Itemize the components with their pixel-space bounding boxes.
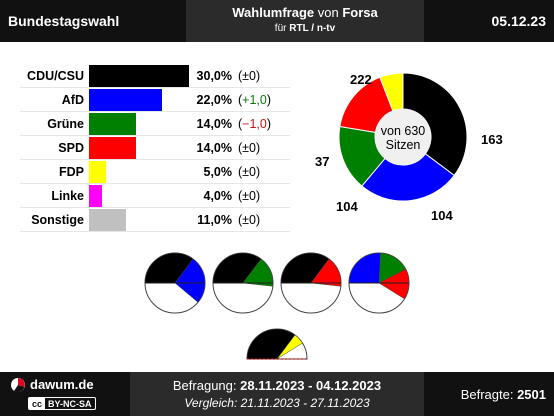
seat-label-afd: 163	[481, 132, 503, 147]
coalition-segment	[310, 258, 342, 287]
footer-bar: dawum.de cc BY-NC-SA Befragung: 28.11.20…	[0, 372, 554, 416]
poll-date: 05.12.23	[424, 0, 554, 42]
party-name: SPD	[58, 141, 84, 155]
dawum-logo-icon	[11, 378, 25, 393]
poll-media: RTL / n-tv	[289, 23, 336, 34]
poll-title-prefix: Wahlumfrage	[232, 5, 315, 20]
party-row: Sonstige 11,0% (±0)	[20, 208, 290, 232]
party-row: FDP 5,0% (±0)	[20, 160, 290, 184]
party-percent: 30,0%	[196, 69, 232, 83]
coalition-segment	[276, 334, 303, 360]
coalition-pie-cdu-gruene	[212, 252, 274, 314]
coalition-pie-cdu-spd	[280, 252, 342, 314]
party-name: Grüne	[47, 117, 84, 131]
party-name: CDU/CSU	[27, 69, 84, 83]
party-row: Grüne 14,0% (−1,0)	[20, 112, 290, 136]
footer-brand-block: dawum.de cc BY-NC-SA	[0, 372, 130, 416]
party-percent: 14,0%	[196, 141, 232, 155]
party-percent: 11,0%	[197, 213, 232, 227]
seat-label-gruene: 104	[431, 208, 453, 223]
party-change-value: ±0	[242, 165, 256, 179]
respondents-value: 2501	[517, 386, 546, 402]
coalition-segment	[280, 252, 330, 284]
party-change: (+1,0)	[238, 93, 272, 107]
party-change: (−1,0)	[238, 117, 272, 131]
party-name: Sonstige	[31, 213, 84, 227]
coalition-pie-afd-gruene-spd	[348, 252, 410, 314]
compare-period: Vergleich: 21.11.2023 - 27.11.2023	[130, 396, 424, 410]
survey-period: Befragung: 28.11.2023 - 04.12.2023	[130, 378, 424, 393]
compare-label: Vergleich:	[184, 396, 238, 410]
party-change: (±0)	[238, 213, 261, 227]
party-bar	[89, 113, 136, 135]
poll-institute: Forsa	[342, 5, 378, 20]
compare-range: 21.11.2023 - 27.11.2023	[240, 396, 370, 410]
party-name: FDP	[59, 165, 84, 179]
poll-subtitle-prefix: für	[274, 23, 287, 34]
respondents: Befragte: 2501	[424, 372, 554, 416]
coalition-segment	[144, 252, 194, 284]
poll-subtitle: für RTL / n-tv	[186, 23, 424, 34]
survey-label: Befragung:	[172, 378, 237, 393]
party-row: CDU/CSU 30,0% (±0)	[20, 64, 290, 88]
party-row: Linke 4,0% (±0)	[20, 184, 290, 208]
party-bar	[89, 161, 106, 183]
poll-title-mid: von	[317, 5, 339, 20]
seat-donut-center	[375, 109, 431, 165]
party-percent: 14,0%	[196, 117, 232, 131]
coalition-pie-cdu-fdp	[246, 328, 308, 360]
seat-distribution-chart: von 630 Sitzen 222 163 104 104 37	[315, 62, 530, 232]
coalition-pie-cdu-afd	[144, 252, 206, 314]
seat-label-spd: 104	[336, 199, 358, 214]
seat-label-fdp: 37	[315, 154, 330, 169]
party-change-value: −1,0	[242, 117, 267, 131]
poll-title: Wahlumfrage von Forsa	[186, 5, 424, 20]
license-badge[interactable]: cc BY-NC-SA	[28, 397, 96, 410]
brand-name[interactable]: dawum.de	[30, 377, 94, 392]
election-title: Bundestagswahl	[0, 0, 186, 42]
header-bar: Bundestagswahl Wahlumfrage von Forsa für…	[0, 0, 554, 42]
party-percent: 4,0%	[203, 189, 233, 203]
seat-label-cdu: 222	[350, 72, 372, 87]
party-row: AfD 22,0% (+1,0)	[20, 88, 290, 112]
party-bar	[89, 209, 126, 231]
coalition-segment	[242, 258, 274, 287]
coalition-segment	[212, 252, 262, 284]
respondents-label: Befragte:	[460, 386, 514, 402]
party-change-value: +1,0	[242, 93, 267, 107]
coalition-segment	[174, 258, 206, 303]
party-change-value: ±0	[242, 189, 256, 203]
party-percent: 5,0%	[203, 165, 233, 179]
license-text: BY-NC-SA	[48, 398, 92, 409]
seat-center-line2: Sitzen	[386, 138, 421, 152]
poll-title-block: Wahlumfrage von Forsa für RTL / n-tv	[186, 0, 424, 42]
survey-range: 28.11.2023 - 04.12.2023	[240, 378, 382, 393]
party-row: SPD 14,0% (±0)	[20, 136, 290, 160]
coalition-segment	[348, 252, 381, 284]
party-change: (±0)	[238, 69, 261, 83]
party-name: AfD	[61, 93, 84, 107]
party-bar	[89, 89, 163, 111]
party-results-chart: CDU/CSU 30,0% (±0) AfD 22,0% (+1,0) Grüne 14,0%…	[20, 64, 290, 232]
party-change: (±0)	[238, 141, 261, 155]
party-name: Linke	[51, 189, 84, 203]
cc-icon: cc	[29, 398, 46, 409]
party-change-value: ±0	[242, 69, 256, 83]
party-bar	[89, 65, 189, 87]
coalition-segment	[246, 328, 296, 360]
party-change: (±0)	[238, 189, 261, 203]
party-percent: 22,0%	[196, 93, 232, 107]
coalition-segment	[378, 268, 410, 300]
party-change: (±0)	[238, 165, 261, 179]
seat-center-line1: von 630	[381, 124, 426, 138]
party-bar	[89, 185, 103, 207]
party-change-value: ±0	[242, 213, 256, 227]
footer-dates: Befragung: 28.11.2023 - 04.12.2023 Vergl…	[130, 372, 424, 416]
party-change-value: ±0	[242, 141, 256, 155]
party-bar	[89, 137, 136, 159]
